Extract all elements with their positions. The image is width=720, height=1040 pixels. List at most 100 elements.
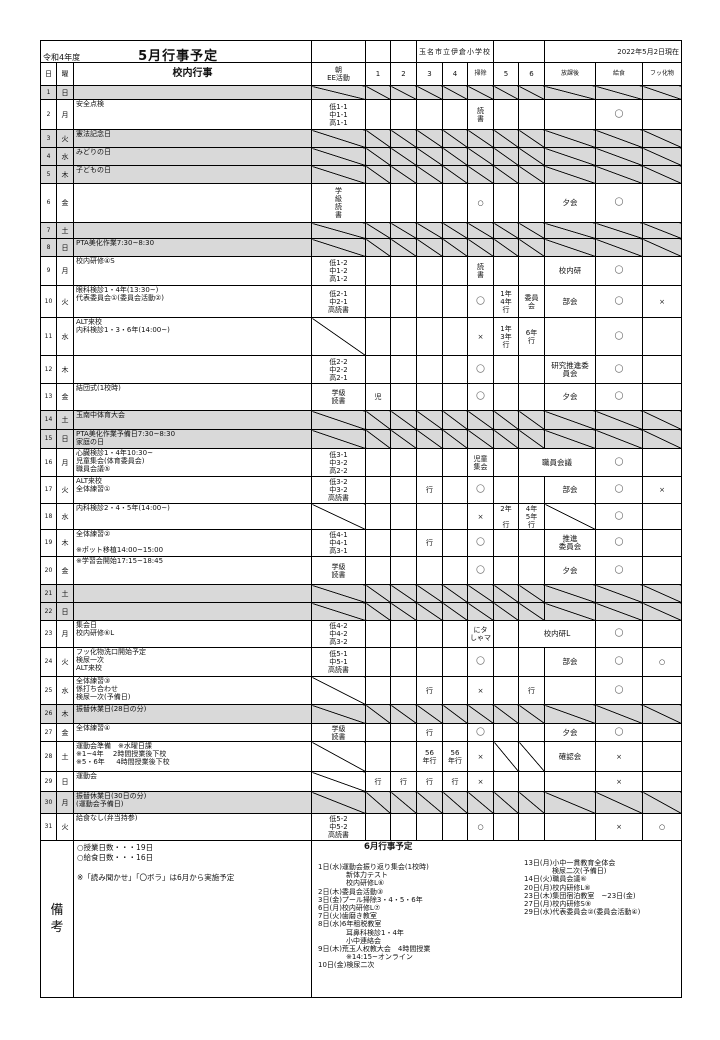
cell-morning: 低2-2 中2-2 高2-1 — [311, 355, 367, 384]
day-row: 19 木全体練習② ※ポット移植14:00~15:00 低4-1 中4-1 高3-1 行〇… — [40, 529, 683, 557]
cell-clean — [467, 791, 495, 814]
june-item: 校内研修L⑥ — [318, 879, 385, 888]
day-row: 23 月集会日 校内研修⑥L 低4-2 中4-2 高3-2 にタ しゃマ 校内研L 〇 — [40, 620, 683, 648]
cell-p2 — [390, 256, 418, 286]
cell-p6 — [518, 429, 546, 449]
cell-morning: 低2-1 中2-1 高読書 — [311, 285, 367, 318]
cell-lunch — [595, 791, 644, 814]
cell-p6 — [518, 183, 546, 223]
day-number: 4 — [40, 147, 57, 166]
column-header-day: 日 — [40, 62, 57, 86]
cell-p5 — [493, 410, 520, 430]
cell-lunch: × — [595, 813, 644, 841]
cell-p3 — [416, 383, 444, 411]
cell-lunch — [595, 584, 644, 603]
day-row: 21 土 — [40, 584, 683, 603]
as-of-date: 2022年5月2日現在 — [544, 40, 683, 63]
school-events: 運動会 — [72, 771, 313, 792]
day-number: 3 — [40, 129, 57, 148]
cell-p3 — [416, 256, 444, 286]
remarks-row: 備考 ○授業日数・・・19日 ○給食日数・・・16日 ※「読み聞かせ」「〇ボラ」は6… — [40, 840, 683, 998]
school-events: 全体練習③ 係打ち合わせ 検尿一次(予備日) — [72, 676, 313, 705]
school-events: 振替休業日(28日の分) — [72, 704, 313, 724]
cell-p1 — [365, 410, 392, 430]
day-number: 29 — [40, 771, 57, 792]
day-number: 25 — [40, 676, 57, 705]
cell-p3 — [416, 285, 444, 318]
event-line: PTA美化作業予備日7:30~8:30 — [76, 430, 176, 439]
cell-p3: 行 — [416, 723, 444, 742]
day-row: 27 金全体練習④ 学級 読書行〇夕会〇 — [40, 723, 683, 742]
cell-p4 — [442, 85, 469, 100]
column-header-dow: 曜 — [56, 62, 74, 86]
cell-p3 — [416, 429, 444, 449]
cell-p2 — [390, 529, 418, 557]
cell-morning — [311, 704, 367, 724]
cell-clean: 〇 — [467, 723, 495, 742]
cell-p4 — [442, 556, 469, 585]
cell-after: 推進 委員会 — [544, 529, 597, 557]
cell-p5 — [493, 556, 520, 585]
event-line: 結団式(1校時) — [76, 384, 121, 393]
cell-p1 — [365, 813, 392, 841]
cell-clean: 〇 — [467, 383, 495, 411]
cell-p5 — [493, 165, 520, 184]
day-number: 26 — [40, 704, 57, 724]
event-line: 集会日 — [76, 621, 97, 630]
cell-p6 — [518, 791, 546, 814]
school-events: 憲法記念日 — [72, 129, 313, 148]
cell-fluoride — [642, 129, 683, 148]
day-of-week: 金 — [56, 556, 74, 585]
cell-clean: 児童 集会 — [467, 448, 495, 477]
cell-p5 — [493, 383, 520, 411]
cell-fluoride — [642, 602, 683, 621]
cell-fluoride — [642, 317, 683, 356]
day-of-week: 月 — [56, 448, 74, 477]
cell-p5 — [493, 256, 520, 286]
cell-lunch — [595, 222, 644, 239]
day-of-week: 金 — [56, 183, 74, 223]
cell-fluoride — [642, 183, 683, 223]
cell-fluoride — [642, 741, 683, 772]
day-row: 28 土運動会準備 ※水曜日課 ※1~4年 2時間授業後下校 ※5・6年 4時間授業後… — [40, 741, 683, 772]
cell-p5 — [493, 129, 520, 148]
cell-p3 — [416, 222, 444, 239]
cell-p3 — [416, 238, 444, 257]
day-row: 15 日 PTA美化作業予備日7:30~8:30 家庭の日 — [40, 429, 683, 449]
cell-clean: × — [467, 741, 495, 772]
june-item: ※14:15~オンライン — [318, 953, 413, 962]
day-of-week: 月 — [56, 620, 74, 648]
cell-p1 — [365, 676, 392, 705]
cell-p6 — [518, 723, 546, 742]
cell-lunch: 〇 — [595, 723, 644, 742]
event-line: (運動会予備日) — [76, 800, 124, 808]
day-number: 2 — [40, 99, 57, 130]
cell-morning — [311, 741, 367, 772]
day-number: 11 — [40, 317, 57, 356]
day-of-week: 火 — [56, 647, 74, 677]
cell-lunch — [595, 85, 644, 100]
cell-p2 — [390, 791, 418, 814]
cell-lunch — [595, 410, 644, 430]
cell-p1 — [365, 147, 392, 166]
fiscal-year: 令和4年度 — [43, 53, 81, 62]
cell-clean — [467, 222, 495, 239]
cell-after — [544, 704, 597, 724]
cell-p6 — [518, 476, 546, 504]
cell-morning — [311, 410, 367, 430]
cell-p4 — [442, 147, 469, 166]
school-events: 玉南中体育大会 — [72, 410, 313, 430]
column-header-p2: 2 — [390, 62, 418, 86]
cell-morning — [311, 147, 367, 166]
cell-clean — [467, 704, 495, 724]
day-number: 5 — [40, 165, 57, 184]
day-of-week: 月 — [56, 791, 74, 814]
cell-p3 — [416, 620, 444, 648]
cell-p2 — [390, 410, 418, 430]
cell-morning: 低3-1 中3-2 高2-2 — [311, 448, 367, 477]
school-events: PTA美化作業7:30~8:30 — [72, 238, 313, 257]
cell-fluoride — [642, 448, 683, 477]
cell-p1 — [365, 429, 392, 449]
cell-p6 — [518, 556, 546, 585]
cell-p6 — [518, 602, 546, 621]
